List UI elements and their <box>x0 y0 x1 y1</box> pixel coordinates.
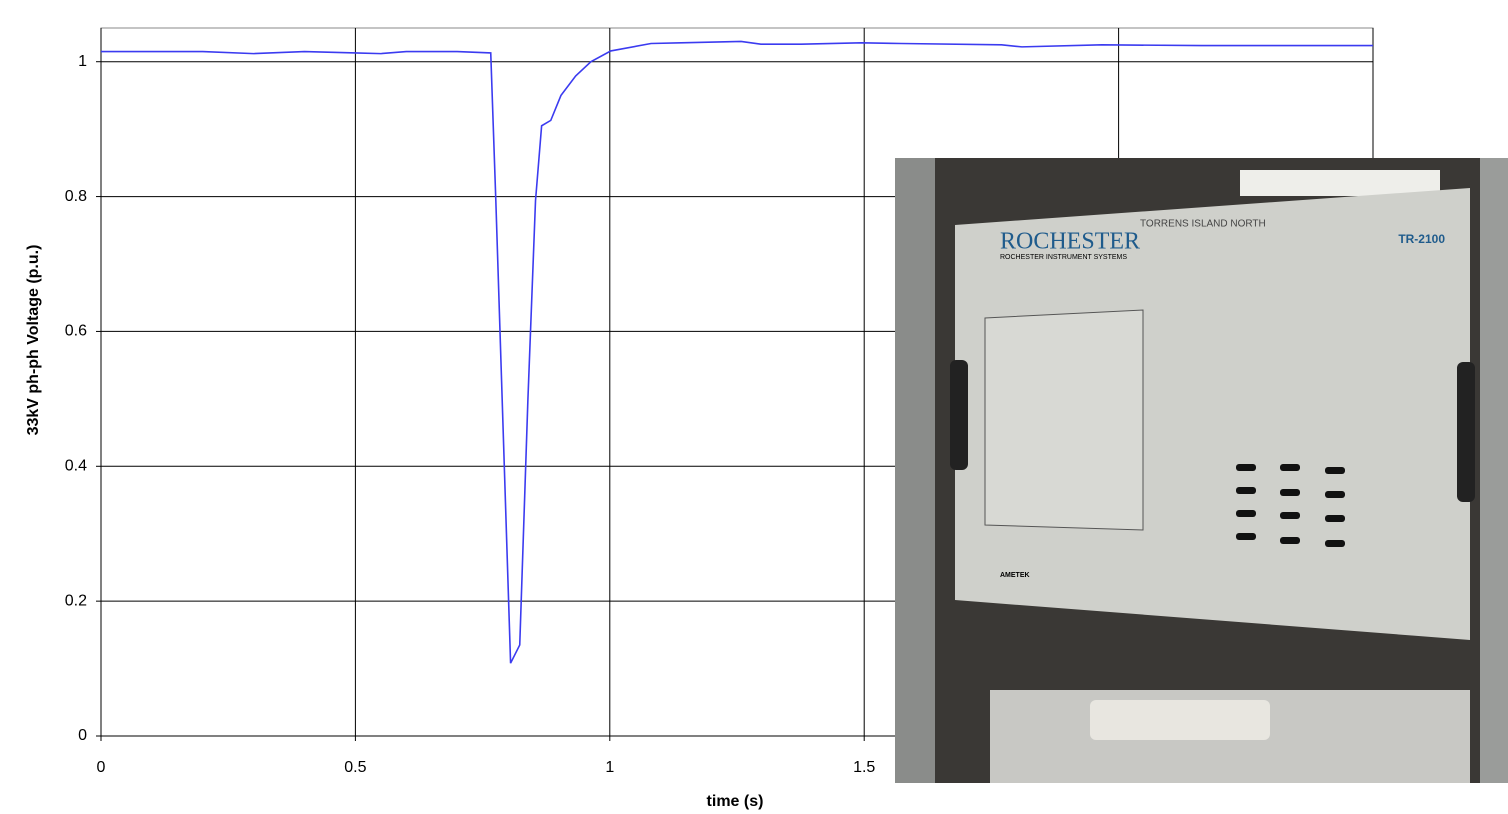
handle <box>950 360 968 470</box>
x-tick-label: 0 <box>97 759 106 776</box>
maker: AMETEK <box>1000 572 1030 579</box>
vents <box>1236 464 1345 547</box>
y-tick-label: 1 <box>78 53 87 70</box>
y-tick-label: 0.8 <box>65 188 87 205</box>
x-tick-label: 1 <box>605 759 614 776</box>
brand-sub: ROCHESTER INSTRUMENT SYSTEMS <box>1000 254 1127 261</box>
rack-rail <box>1480 158 1508 783</box>
x-tick-label: 0.5 <box>344 759 366 776</box>
data-line <box>101 40 1373 664</box>
handle <box>1457 362 1475 502</box>
station: TORRENS ISLAND NORTH <box>1140 219 1266 230</box>
y-axis-label: 33kV ph-ph Voltage (p.u.) <box>25 245 42 436</box>
x-axis-label: time (s) <box>707 793 764 810</box>
photo: ROCHESTER ROCHESTER INSTRUMENT SYSTEMS T… <box>895 158 1508 783</box>
model: TR-2100 <box>1398 232 1445 246</box>
y-tick-label: 0 <box>78 727 87 744</box>
y-tick-label: 0.4 <box>65 458 87 475</box>
indicator-panel <box>984 309 1144 531</box>
y-tick-label: 0.6 <box>65 323 87 340</box>
rack-rail <box>895 158 935 783</box>
light <box>1240 170 1440 196</box>
brand: ROCHESTER <box>1000 229 1140 255</box>
y-tick-label: 0.2 <box>65 592 87 609</box>
modem <box>1090 700 1270 740</box>
x-tick-label: 1.5 <box>853 759 875 776</box>
